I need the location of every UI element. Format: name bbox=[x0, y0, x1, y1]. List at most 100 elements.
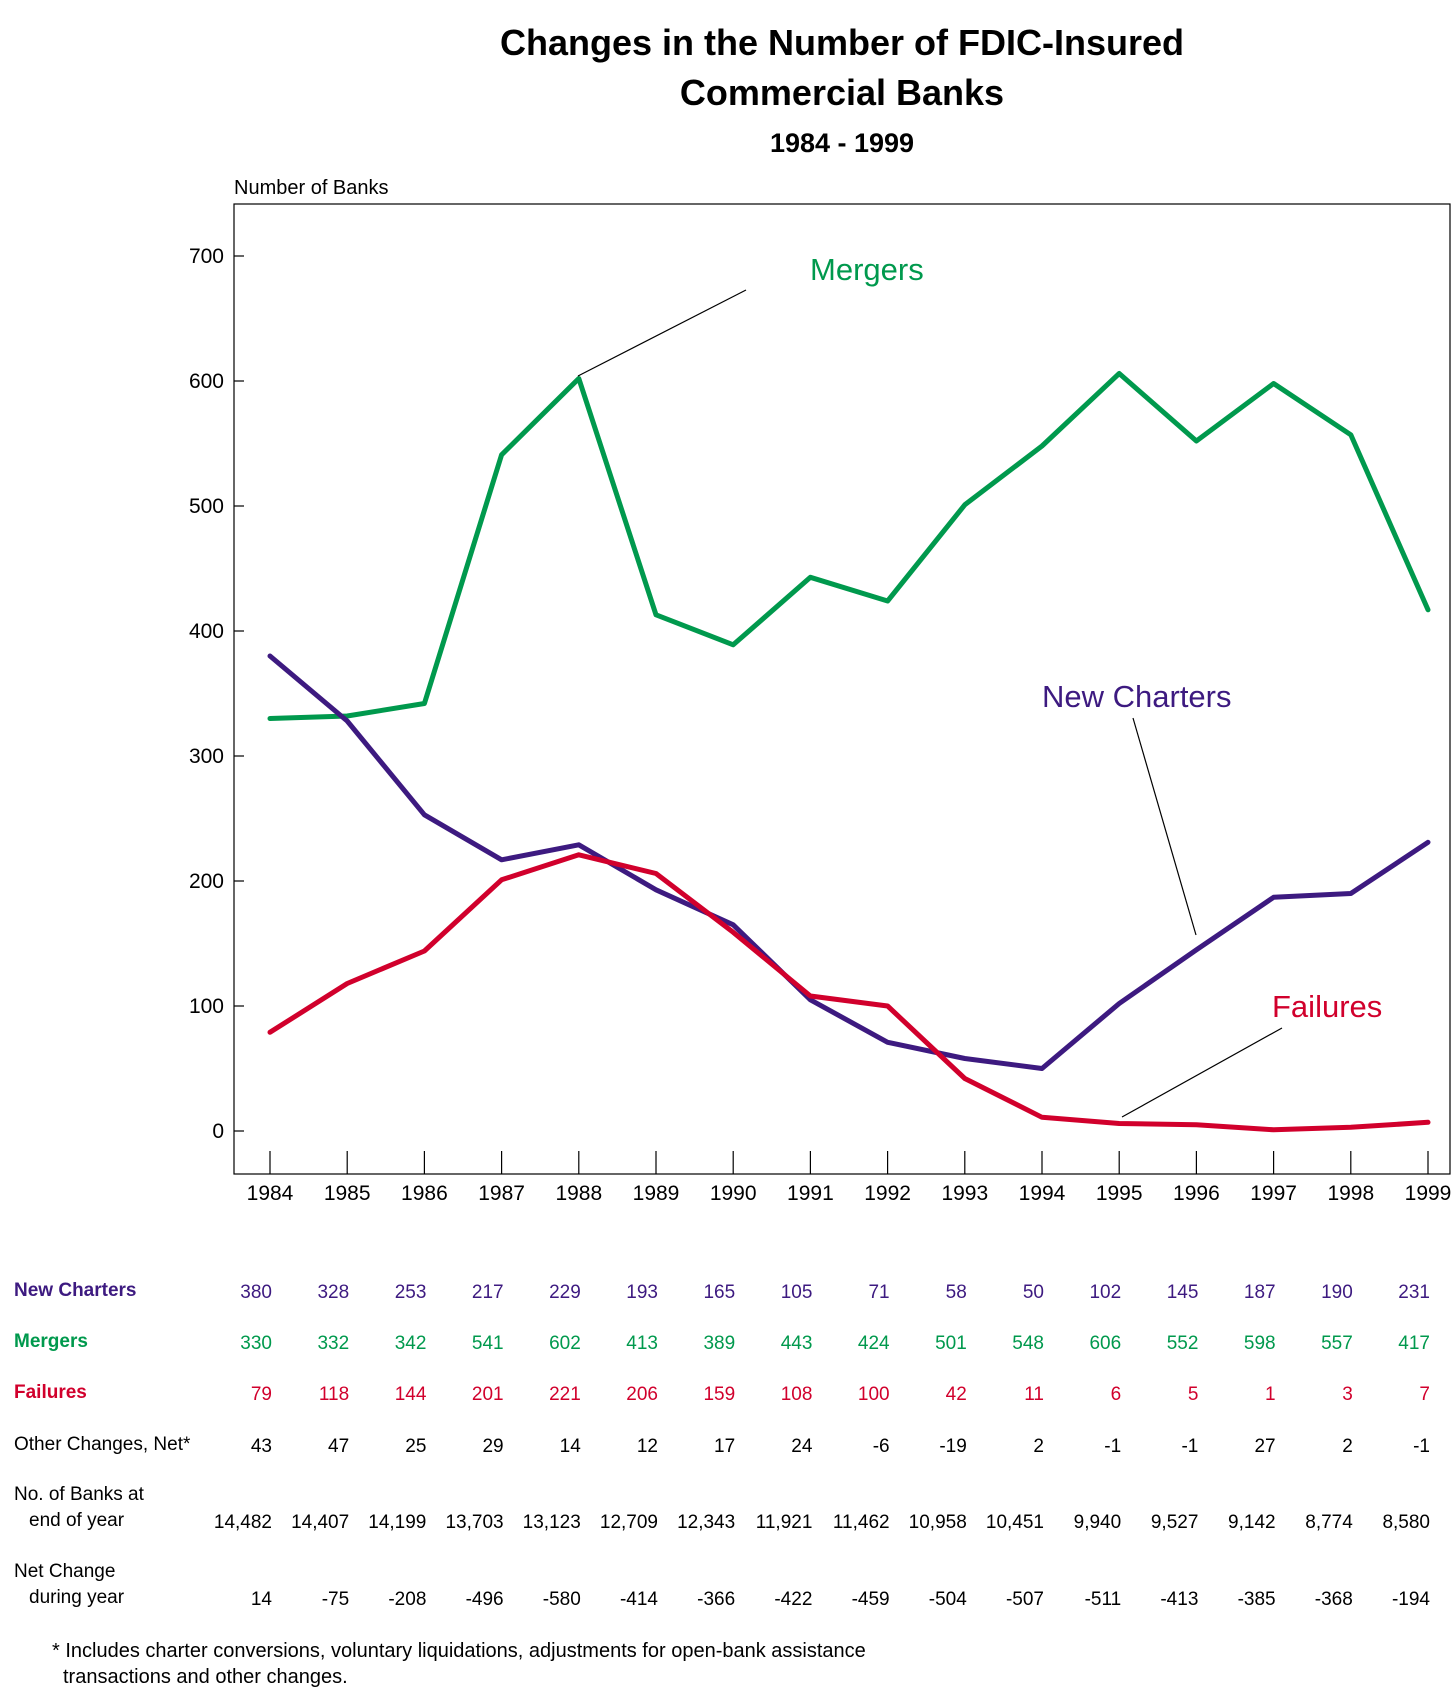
table-cell: 100 bbox=[857, 1384, 890, 1405]
table-cell: 12,343 bbox=[677, 1512, 736, 1533]
table-cell: 79 bbox=[250, 1384, 272, 1405]
table-cell: 332 bbox=[317, 1333, 350, 1354]
plot-frame bbox=[233, 203, 1451, 1175]
table-cell: 7 bbox=[1419, 1384, 1430, 1405]
table-row-label: Failures bbox=[14, 1382, 87, 1403]
new-charters-line bbox=[267, 653, 1431, 1071]
table-cell: -504 bbox=[928, 1589, 967, 1610]
table-cell: 145 bbox=[1166, 1282, 1199, 1303]
table-cell: 9,527 bbox=[1150, 1512, 1199, 1533]
y-axis: 0 100 200 300 400 500 600 700 bbox=[189, 245, 244, 1143]
table-cell: 12,709 bbox=[599, 1512, 658, 1533]
table-cell: -75 bbox=[321, 1589, 350, 1610]
table-row-label: end of year bbox=[29, 1510, 125, 1531]
x-tick-label: 1992 bbox=[864, 1182, 911, 1205]
y-tick-label: 700 bbox=[189, 245, 224, 268]
table-cell: 9,940 bbox=[1073, 1512, 1122, 1533]
table-cell: 11 bbox=[1024, 1384, 1044, 1405]
table-cell: 11,462 bbox=[832, 1512, 890, 1533]
table-cell: 42 bbox=[945, 1384, 967, 1405]
mergers-line bbox=[267, 371, 1431, 721]
new-charters-leader-line bbox=[1132, 717, 1197, 936]
mergers-leader-line bbox=[577, 289, 747, 377]
table-cell: 552 bbox=[1166, 1333, 1199, 1354]
table-cell: 5 bbox=[1187, 1384, 1199, 1405]
table-cell: 598 bbox=[1243, 1333, 1276, 1354]
table-cell: 193 bbox=[626, 1282, 658, 1303]
table-cell: -6 bbox=[872, 1436, 890, 1457]
line-chart: Changes in the Number of FDIC-Insured Co… bbox=[189, 22, 1452, 1205]
table-cell: 6 bbox=[1110, 1384, 1122, 1405]
table-cell: 231 bbox=[1398, 1282, 1430, 1303]
table-cell: 13,703 bbox=[445, 1512, 504, 1533]
x-tick-label: 1987 bbox=[478, 1182, 525, 1205]
series-lines bbox=[267, 371, 1431, 1133]
table-cell: 8,774 bbox=[1305, 1512, 1353, 1533]
footnote-line1: * Includes charter conversions, voluntar… bbox=[52, 1640, 866, 1662]
table-cell: 606 bbox=[1089, 1333, 1122, 1354]
table-cell: 380 bbox=[240, 1282, 272, 1303]
table-cell: 602 bbox=[549, 1333, 581, 1354]
table-cell: 201 bbox=[471, 1384, 504, 1405]
table-cell: 144 bbox=[394, 1384, 427, 1405]
table-cell: 10,958 bbox=[908, 1512, 967, 1533]
table-cell: 27 bbox=[1254, 1436, 1276, 1457]
table-cell: 50 bbox=[1022, 1282, 1044, 1303]
table-cell: 2 bbox=[1033, 1436, 1044, 1457]
table-cell: 14,482 bbox=[213, 1512, 272, 1533]
table-cell: -413 bbox=[1160, 1589, 1199, 1610]
chart-subtitle: 1984 - 1999 bbox=[770, 128, 914, 158]
failures-leader-line bbox=[1121, 1027, 1283, 1118]
x-tick-label: 1993 bbox=[941, 1182, 988, 1205]
table-cell: 165 bbox=[703, 1282, 736, 1303]
table-cell: -1 bbox=[1181, 1436, 1199, 1457]
new-charters-annotation: New Charters bbox=[1042, 679, 1232, 714]
x-tick-label: 1994 bbox=[1019, 1182, 1066, 1205]
table-cell: 3 bbox=[1342, 1384, 1353, 1405]
table-cell: 229 bbox=[549, 1282, 581, 1303]
mergers-annotation: Mergers bbox=[810, 252, 924, 287]
x-tick-label: 1986 bbox=[401, 1182, 448, 1205]
table-cell: 12 bbox=[636, 1436, 658, 1457]
table-cell: 14,407 bbox=[291, 1512, 350, 1533]
table-cell: 342 bbox=[394, 1333, 427, 1354]
table-cell: 25 bbox=[405, 1436, 427, 1457]
table-row-label: No. of Banks at bbox=[14, 1484, 144, 1505]
table-cell: 253 bbox=[394, 1282, 427, 1303]
table-cell: 557 bbox=[1321, 1333, 1353, 1354]
table-cell: 413 bbox=[626, 1333, 658, 1354]
table-row-label: Other Changes, Net* bbox=[14, 1434, 191, 1455]
y-tick-label: 400 bbox=[189, 620, 224, 643]
table-cell: 105 bbox=[780, 1282, 813, 1303]
table-cell: -496 bbox=[465, 1589, 504, 1610]
table-cell: 424 bbox=[857, 1333, 890, 1354]
table-cell: 9,142 bbox=[1228, 1512, 1276, 1533]
y-tick-label: 100 bbox=[189, 995, 224, 1018]
table-cell: -385 bbox=[1237, 1589, 1276, 1610]
x-tick-label: 1997 bbox=[1250, 1182, 1297, 1205]
y-axis-label: Number of Banks bbox=[234, 177, 389, 199]
table-cell: 118 bbox=[318, 1384, 350, 1405]
footnote: * Includes charter conversions, voluntar… bbox=[52, 1638, 866, 1690]
x-tick-label: 1991 bbox=[787, 1182, 834, 1205]
x-tick-label: 1998 bbox=[1327, 1182, 1374, 1205]
table-cell: -366 bbox=[697, 1589, 736, 1610]
table-cell: 108 bbox=[780, 1384, 813, 1405]
table-cell: 501 bbox=[935, 1333, 967, 1354]
table-cell: -459 bbox=[851, 1589, 890, 1610]
table-cell: -368 bbox=[1314, 1589, 1353, 1610]
table-cell: 10,451 bbox=[985, 1512, 1044, 1533]
failures-annotation: Failures bbox=[1272, 989, 1382, 1024]
table-cell: 541 bbox=[471, 1333, 504, 1354]
table-cell: 29 bbox=[482, 1436, 504, 1457]
table-cell: -422 bbox=[774, 1589, 813, 1610]
x-tick-label: 1985 bbox=[324, 1182, 371, 1205]
table-cell: 17 bbox=[714, 1436, 736, 1457]
table-cell: -414 bbox=[619, 1589, 658, 1610]
table-cell: 14 bbox=[559, 1436, 581, 1457]
table-row-label: Mergers bbox=[14, 1331, 88, 1352]
table-row-label: New Charters bbox=[14, 1280, 137, 1301]
y-tick-label: 300 bbox=[189, 745, 224, 768]
table-cell: 217 bbox=[471, 1282, 504, 1303]
x-tick-label: 1999 bbox=[1405, 1182, 1452, 1205]
